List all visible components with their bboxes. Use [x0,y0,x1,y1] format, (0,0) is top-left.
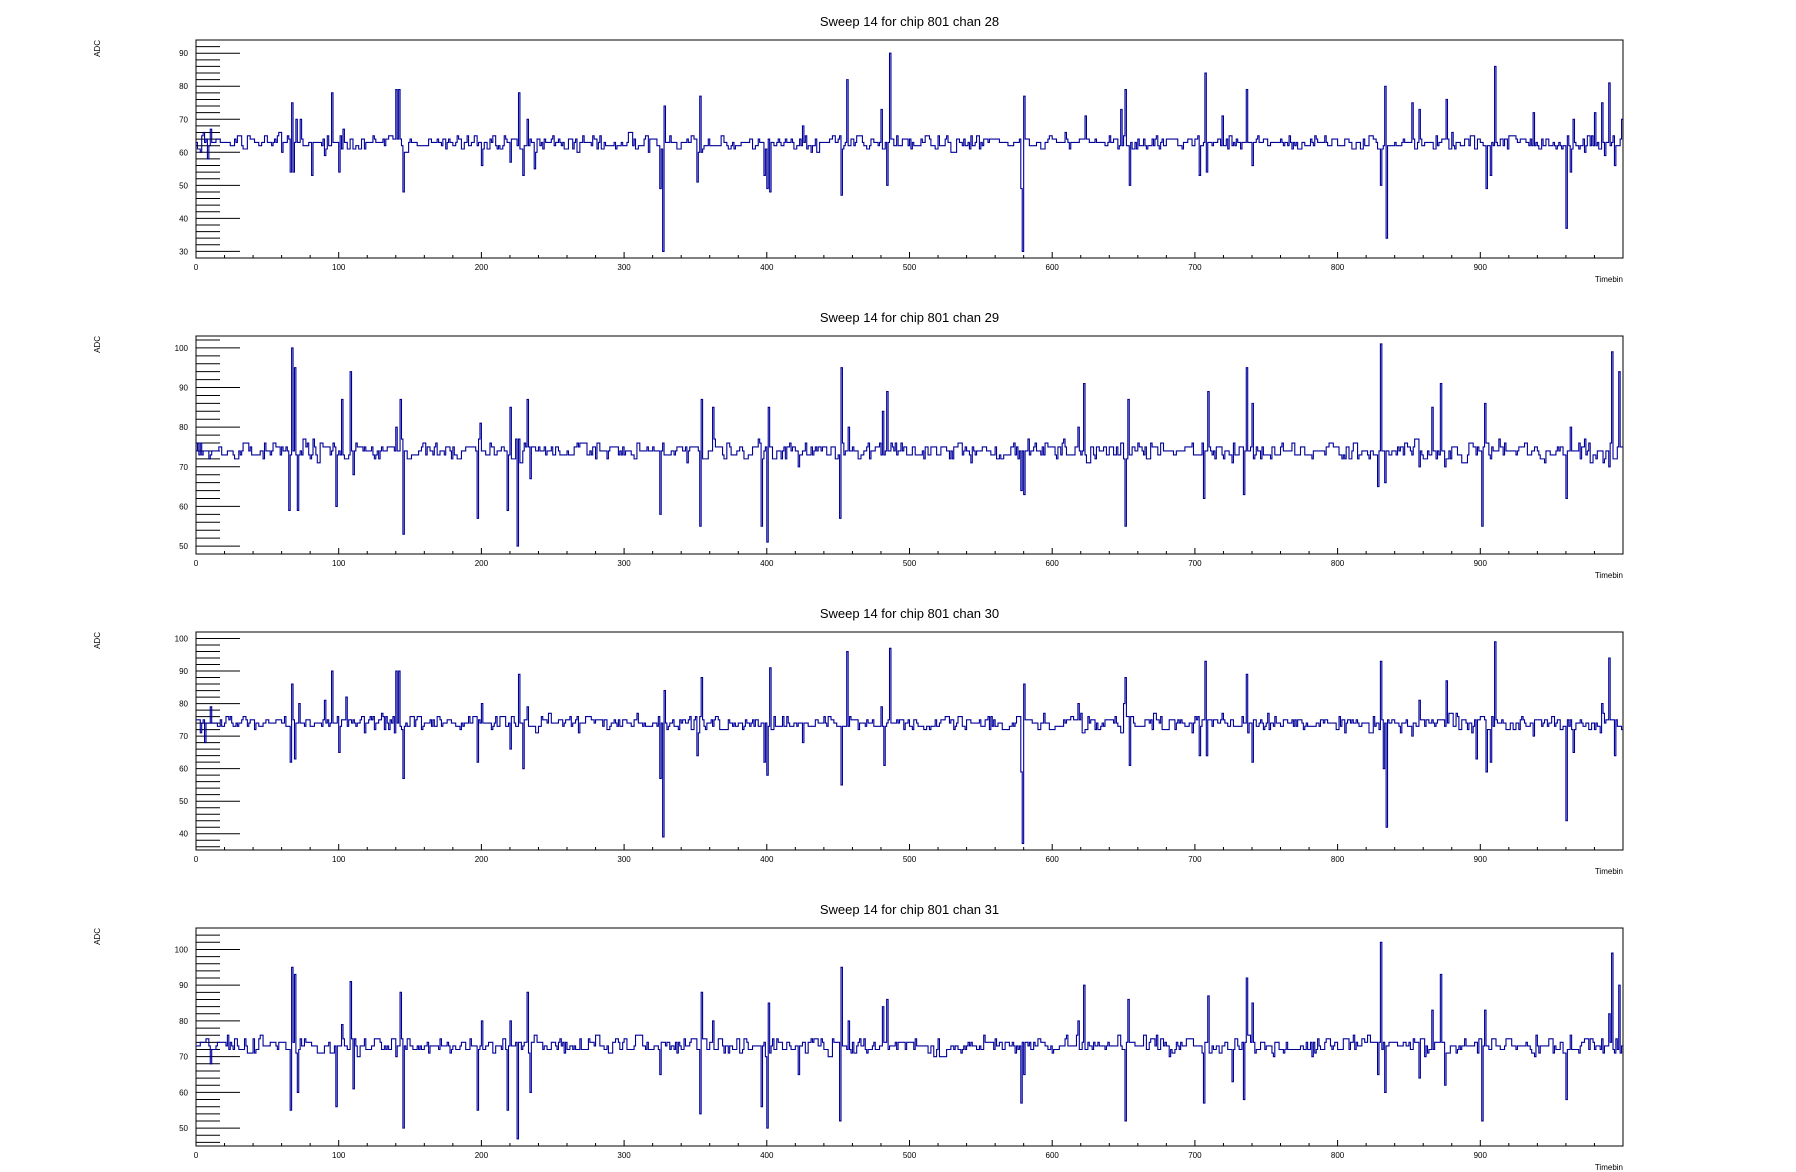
y-tick-label: 50 [179,1124,188,1133]
y-axis-label: ADC [93,928,102,945]
x-tick-label: 300 [617,855,631,864]
x-tick-label: 700 [1188,263,1202,272]
y-tick-label: 90 [179,384,188,393]
chart-title: Sweep 14 for chip 801 chan 31 [820,902,999,917]
x-tick-label: 700 [1188,559,1202,568]
y-tick-label: 50 [179,542,188,551]
plot-frame [195,335,1624,555]
data-series-line [196,641,1623,845]
x-tick-label: 0 [194,263,199,272]
x-tick-label: 300 [617,1151,631,1160]
x-tick-label: 200 [475,263,489,272]
x-tick-label: 600 [1046,559,1060,568]
chart-panel-1: Sweep 14 for chip 801 chan 29 ADC Timebin 5… [93,310,1624,580]
x-tick-label: 300 [617,263,631,272]
x-tick-label: 500 [903,263,917,272]
x-axis-label: Timebin [1595,571,1623,580]
x-tick-label: 200 [475,559,489,568]
y-axis-label: ADC [93,40,102,57]
chart-title: Sweep 14 for chip 801 chan 28 [820,14,999,29]
x-tick-label: 900 [1474,263,1488,272]
x-tick-label: 600 [1046,855,1060,864]
y-tick-label: 100 [175,344,189,353]
x-tick-label: 800 [1331,263,1345,272]
x-tick-label: 700 [1188,855,1202,864]
y-tick-label: 70 [179,1053,188,1062]
x-tick-label: 100 [332,263,346,272]
y-tick-label: 80 [179,700,188,709]
y-axis-label: ADC [93,632,102,649]
y-tick-label: 50 [179,181,188,190]
y-tick-label: 30 [179,247,188,256]
x-tick-label: 100 [332,559,346,568]
x-tick-label: 0 [194,559,199,568]
x-axis-label: Timebin [1595,867,1623,876]
chart-panel-3: Sweep 14 for chip 801 chan 31 ADC Timebin 5… [93,902,1624,1172]
x-tick-label: 600 [1046,263,1060,272]
y-tick-label: 100 [175,945,189,954]
y-tick-label: 80 [179,1017,188,1026]
y-tick-label: 60 [179,1088,188,1097]
plot-frame [195,631,1624,851]
x-tick-label: 800 [1331,855,1345,864]
y-tick-label: 40 [179,830,188,839]
y-tick-label: 70 [179,115,188,124]
y-tick-label: 90 [179,49,188,58]
chart-title: Sweep 14 for chip 801 chan 29 [820,310,999,325]
x-tick-label: 300 [617,559,631,568]
x-tick-label: 0 [194,1151,199,1160]
y-tick-label: 90 [179,981,188,990]
x-tick-label: 400 [760,855,774,864]
x-axis-label: Timebin [1595,1163,1623,1172]
x-tick-label: 900 [1474,1151,1488,1160]
x-tick-label: 0 [194,855,199,864]
x-tick-label: 100 [332,1151,346,1160]
chart-panel-0: Sweep 14 for chip 801 chan 28 ADC Timebin 3… [93,14,1624,284]
x-tick-label: 900 [1474,855,1488,864]
plot-frame [195,927,1624,1147]
y-tick-label: 60 [179,765,188,774]
x-tick-label: 900 [1474,559,1488,568]
data-series-line [196,52,1623,252]
y-tick-label: 80 [179,82,188,91]
x-tick-label: 200 [475,1151,489,1160]
chart-title: Sweep 14 for chip 801 chan 30 [820,606,999,621]
x-tick-label: 500 [903,1151,917,1160]
y-tick-label: 70 [179,463,188,472]
y-axis-label: ADC [93,336,102,353]
x-tick-label: 400 [760,1151,774,1160]
y-tick-label: 40 [179,214,188,223]
x-tick-label: 800 [1331,559,1345,568]
x-tick-label: 700 [1188,1151,1202,1160]
x-tick-label: 600 [1046,1151,1060,1160]
x-axis-label: Timebin [1595,275,1623,284]
chart-panel-2: Sweep 14 for chip 801 chan 30 ADC Timebin 4… [93,606,1624,876]
x-tick-label: 400 [760,263,774,272]
y-tick-label: 60 [179,148,188,157]
y-tick-label: 100 [175,635,189,644]
y-tick-label: 60 [179,502,188,511]
data-series-line [196,343,1623,547]
x-tick-label: 400 [760,559,774,568]
y-tick-label: 90 [179,667,188,676]
x-tick-label: 100 [332,855,346,864]
x-tick-label: 800 [1331,1151,1345,1160]
data-series-line [196,941,1623,1140]
y-tick-label: 50 [179,797,188,806]
x-tick-label: 200 [475,855,489,864]
plot-frame [195,39,1624,259]
y-tick-label: 80 [179,423,188,432]
x-tick-label: 500 [903,559,917,568]
x-tick-label: 500 [903,855,917,864]
y-tick-label: 70 [179,732,188,741]
